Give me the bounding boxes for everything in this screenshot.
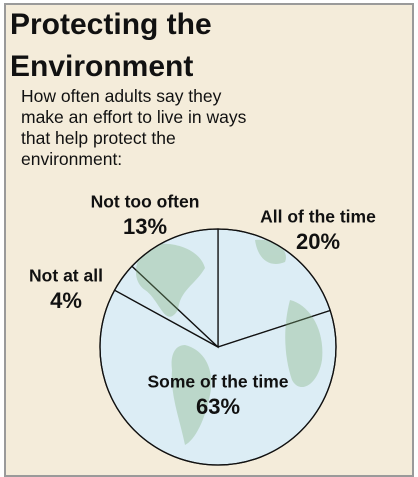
chart-title: Protecting the Environment <box>10 8 212 83</box>
slice-label: All of the time <box>260 207 376 227</box>
slice-value-label: 4% <box>50 288 82 313</box>
slice-value-label: 20% <box>296 229 340 254</box>
pie-outline <box>99 228 337 466</box>
slice-value-label: 13% <box>123 214 167 239</box>
chart-subtitle: How often adults say they make an effort… <box>21 86 247 169</box>
slice-value-label: 63% <box>196 394 240 419</box>
slice-label: Not at all <box>29 266 103 286</box>
globe-land <box>135 239 323 445</box>
slice-label: Some of the time <box>148 372 289 392</box>
slice-label: Not too often <box>91 192 200 212</box>
